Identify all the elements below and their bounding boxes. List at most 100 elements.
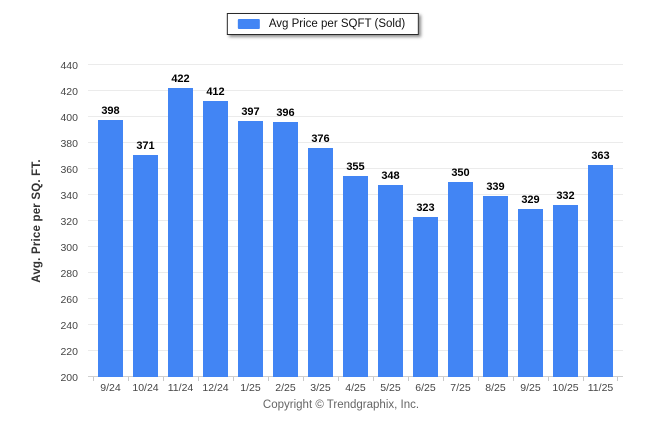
gridline	[88, 64, 623, 65]
bar-slot: 355 4/25	[338, 65, 373, 394]
bar	[273, 122, 298, 377]
y-tick-label: 320	[60, 215, 78, 228]
x-tick-label: 6/25	[415, 382, 436, 394]
y-tick-label: 240	[60, 319, 78, 332]
bar	[133, 154, 158, 377]
y-tick-label: 280	[60, 267, 78, 280]
y-tick-label: 400	[60, 111, 78, 124]
bar-slot: 422 11/24	[163, 65, 198, 394]
bar-slot: 371 10/24	[128, 65, 163, 394]
x-tick-label: 5/25	[380, 382, 401, 394]
x-tick-mark	[373, 377, 374, 381]
gridline	[88, 116, 623, 117]
bar	[98, 119, 123, 377]
copyright-text: Copyright © Trendgraphix, Inc.	[262, 399, 420, 411]
y-tick-label: 360	[60, 163, 78, 176]
bar-slot: 332 10/25	[548, 65, 583, 394]
y-tick-label: 440	[60, 59, 78, 72]
bar-slot: 398 9/24	[93, 65, 128, 394]
x-tick-mark	[163, 377, 164, 381]
bar-value-label: 398	[101, 104, 120, 117]
x-tick-mark	[443, 377, 444, 381]
bar-slot: 348 5/25	[373, 65, 408, 394]
bar-value-label: 371	[136, 139, 155, 152]
legend-swatch	[237, 19, 260, 29]
x-tick-label: 3/25	[310, 382, 331, 394]
bar	[308, 148, 333, 377]
x-tick-label: 11/24	[167, 382, 194, 394]
x-tick-mark	[198, 377, 199, 381]
bar	[483, 196, 508, 377]
bar-value-label: 350	[451, 167, 470, 179]
x-tick-mark	[583, 377, 584, 381]
x-tick-mark	[478, 377, 479, 381]
bar-value-label: 396	[276, 107, 295, 120]
bar	[378, 184, 403, 377]
y-axis-tick-labels: 200 220 240 260 280 300 320 340 360 380 400 420 440	[0, 60, 78, 384]
bar-value-label: 348	[381, 169, 400, 182]
bar-slot: 339 8/25	[478, 65, 513, 394]
x-tick-mark	[408, 377, 409, 381]
y-tick-label: 260	[60, 293, 78, 306]
bar	[448, 182, 473, 377]
bar	[413, 217, 438, 377]
legend-label: Avg Price per SQFT (Sold)	[268, 18, 406, 30]
y-tick-label: 340	[60, 189, 78, 202]
bar-slot: 397 1/25	[233, 65, 268, 394]
y-tick-label: 220	[60, 345, 78, 358]
bar-value-label: 412	[206, 86, 225, 99]
x-tick-mark	[93, 377, 94, 381]
bar-value-label: 339	[486, 181, 505, 194]
x-tick-mark	[338, 377, 339, 381]
bars-layer: 398 9/24 371 10/24 422 11/24 412 12/24 397 1/25 39…	[93, 65, 618, 394]
y-tick-label: 200	[60, 371, 78, 384]
bar-value-label: 363	[591, 150, 610, 163]
bar-slot: 396 2/25	[268, 65, 303, 394]
gridline	[88, 168, 623, 169]
y-tick-label: 380	[60, 137, 78, 150]
bar-slot: 363 11/25	[583, 65, 618, 394]
gridline	[88, 142, 623, 143]
bar-slot: 350 7/25	[443, 65, 478, 394]
x-tick-mark	[303, 377, 304, 381]
x-tick-mark	[128, 377, 129, 381]
x-tick-label: 12/24	[202, 382, 229, 394]
bar-slot: 329 9/25	[513, 65, 548, 394]
x-tick-label: 9/24	[100, 382, 121, 394]
bar-value-label: 355	[346, 160, 365, 173]
x-tick-mark	[617, 377, 618, 381]
x-tick-label: 1/25	[240, 382, 261, 394]
x-tick-label: 4/25	[345, 382, 366, 394]
x-tick-mark	[548, 377, 549, 381]
bar-value-label: 323	[416, 202, 435, 215]
bar	[518, 209, 543, 377]
bar	[588, 165, 613, 377]
plot-area: 398 9/24 371 10/24 422 11/24 412 12/24 397 1/25 39…	[88, 64, 623, 394]
bar	[238, 120, 263, 377]
bar	[203, 101, 228, 377]
x-tick-label: 9/25	[520, 382, 541, 394]
bar	[343, 175, 368, 377]
x-tick-label: 7/25	[450, 382, 471, 394]
bar-slot: 323 6/25	[408, 65, 443, 394]
bar	[168, 88, 193, 377]
x-tick-label: 8/25	[485, 382, 506, 394]
bar-value-label: 376	[311, 133, 330, 146]
x-tick-mark	[233, 377, 234, 381]
x-tick-mark	[268, 377, 269, 381]
bar-slot: 412 12/24	[198, 65, 233, 394]
x-tick-label: 10/24	[132, 382, 159, 394]
x-tick-label: 2/25	[275, 382, 296, 394]
y-tick-label: 420	[60, 85, 78, 98]
bar	[553, 205, 578, 377]
x-tick-label: 10/25	[552, 382, 579, 394]
bar-value-label: 332	[556, 190, 575, 203]
y-tick-label: 300	[60, 241, 78, 254]
x-tick-label: 11/25	[587, 382, 614, 394]
bar-value-label: 329	[521, 194, 540, 207]
bar-value-label: 397	[241, 105, 260, 118]
bar-slot: 376 3/25	[303, 65, 338, 394]
x-tick-mark	[513, 377, 514, 381]
bar-value-label: 422	[171, 73, 190, 86]
chart-legend: Avg Price per SQFT (Sold)	[226, 13, 420, 35]
